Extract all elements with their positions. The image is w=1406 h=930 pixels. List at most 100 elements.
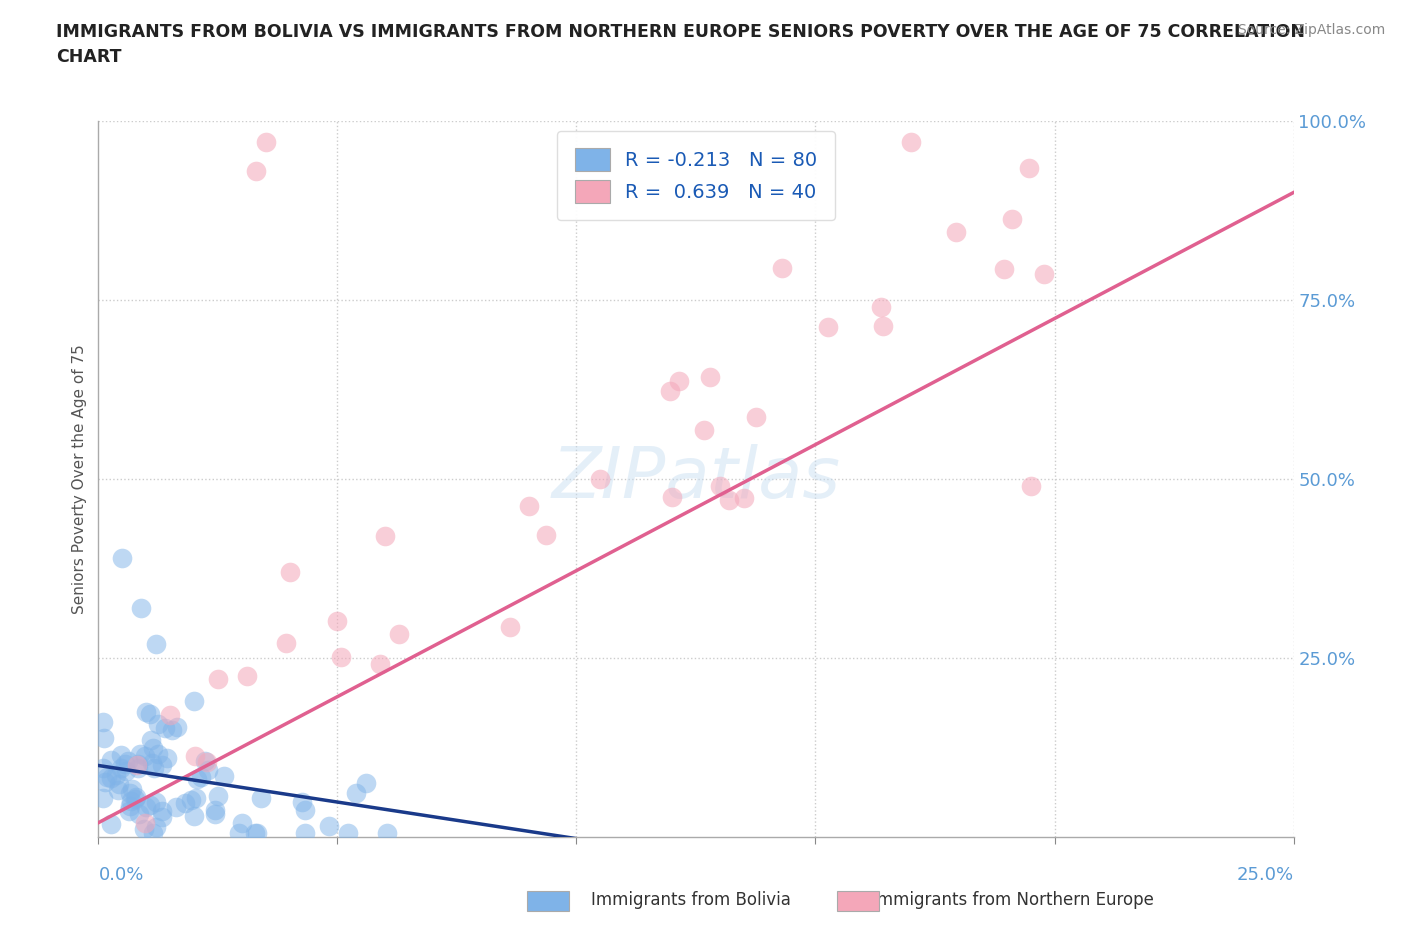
- Point: [174, 796, 197, 811]
- Point: [197, 763, 219, 777]
- Point: [274, 635, 297, 650]
- Point: [166, 719, 188, 734]
- Point: [100, 770, 122, 785]
- Point: [180, 793, 202, 808]
- Point: [153, 721, 176, 736]
- Point: [207, 789, 229, 804]
- Point: [945, 225, 967, 240]
- Point: [108, 777, 131, 791]
- Point: [668, 374, 690, 389]
- Point: [96, 770, 118, 785]
- Point: [107, 782, 129, 797]
- Point: [150, 810, 173, 825]
- Point: [330, 650, 353, 665]
- Point: [104, 767, 127, 782]
- Point: [150, 804, 173, 818]
- Point: [127, 757, 149, 772]
- Point: [120, 793, 142, 808]
- Point: [120, 785, 142, 800]
- Point: [326, 614, 349, 629]
- Point: [142, 740, 165, 755]
- Point: [900, 135, 922, 150]
- Point: [718, 493, 741, 508]
- Point: [249, 790, 271, 805]
- Point: [141, 755, 163, 770]
- Point: [733, 490, 755, 505]
- Point: [204, 803, 226, 817]
- Point: [228, 826, 250, 841]
- Point: [128, 747, 150, 762]
- Text: 25.0%: 25.0%: [1236, 866, 1294, 884]
- Point: [115, 764, 138, 778]
- Point: [231, 816, 253, 830]
- Point: [1032, 266, 1054, 281]
- Text: 0.0%: 0.0%: [98, 866, 143, 884]
- Point: [183, 693, 205, 708]
- Point: [117, 754, 139, 769]
- Point: [93, 731, 115, 746]
- Point: [194, 753, 217, 768]
- Point: [368, 657, 391, 671]
- Point: [183, 808, 205, 823]
- Point: [1001, 211, 1024, 226]
- Point: [699, 369, 721, 384]
- Point: [254, 135, 277, 150]
- Point: [294, 826, 316, 841]
- Point: [1019, 479, 1042, 494]
- Point: [186, 772, 208, 787]
- Point: [111, 551, 134, 565]
- Point: [770, 260, 793, 275]
- Point: [246, 826, 269, 841]
- Point: [110, 748, 132, 763]
- Point: [120, 799, 142, 814]
- Point: [135, 799, 157, 814]
- Point: [135, 705, 157, 720]
- Point: [159, 708, 181, 723]
- Point: [870, 299, 893, 314]
- Point: [125, 790, 148, 804]
- Point: [499, 619, 522, 634]
- Point: [517, 499, 540, 514]
- Point: [245, 164, 267, 179]
- Point: [318, 818, 340, 833]
- Point: [145, 819, 167, 834]
- Point: [214, 768, 236, 783]
- Point: [186, 790, 208, 805]
- Y-axis label: Seniors Poverty Over the Age of 75: Seniors Poverty Over the Age of 75: [72, 344, 87, 614]
- Point: [658, 383, 681, 398]
- Point: [160, 722, 183, 737]
- Point: [110, 761, 132, 776]
- Point: [204, 807, 226, 822]
- Point: [745, 409, 768, 424]
- Point: [127, 761, 149, 776]
- Point: [131, 601, 153, 616]
- Point: [118, 804, 141, 818]
- Point: [872, 318, 894, 333]
- Point: [150, 757, 173, 772]
- Point: [100, 817, 122, 831]
- Point: [278, 565, 301, 579]
- Point: [243, 826, 266, 841]
- Point: [134, 749, 156, 764]
- Point: [91, 790, 114, 805]
- Point: [388, 627, 411, 642]
- Point: [375, 826, 398, 841]
- Point: [661, 490, 683, 505]
- Point: [817, 320, 839, 335]
- Point: [145, 794, 167, 809]
- Text: Immigrants from Northern Europe: Immigrants from Northern Europe: [872, 891, 1153, 910]
- Point: [291, 794, 314, 809]
- Text: Source: ZipAtlas.com: Source: ZipAtlas.com: [1237, 23, 1385, 37]
- Point: [354, 776, 377, 790]
- Point: [121, 782, 143, 797]
- Point: [134, 816, 156, 830]
- Point: [184, 749, 207, 764]
- Point: [145, 636, 167, 651]
- Point: [156, 751, 179, 765]
- Point: [1018, 161, 1040, 176]
- Point: [146, 747, 169, 762]
- Point: [94, 775, 117, 790]
- Text: IMMIGRANTS FROM BOLIVIA VS IMMIGRANTS FROM NORTHERN EUROPE SENIORS POVERTY OVER : IMMIGRANTS FROM BOLIVIA VS IMMIGRANTS FR…: [56, 23, 1305, 66]
- Point: [125, 758, 148, 773]
- Point: [142, 826, 165, 841]
